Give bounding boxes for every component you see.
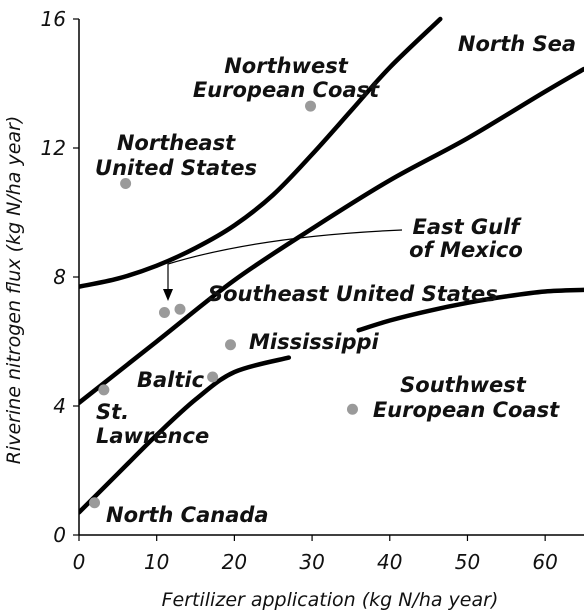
curve-layer — [79, 16, 584, 515]
label-east-gulf-line1: East Gulf — [413, 215, 523, 239]
label-southwest-line2: European Coast — [373, 398, 560, 422]
data-point — [174, 303, 186, 315]
label-st-lawrence-line2: Lawrence — [96, 424, 209, 448]
label-east-gulf-line2: of Mexico — [409, 238, 523, 262]
label-southeast-us: Southeast United States — [208, 282, 498, 306]
label-mississippi: Mississippi — [249, 330, 380, 354]
axes-layer: 0 10 20 30 40 50 60 0 4 8 12 16 — [41, 7, 584, 574]
data-point — [98, 384, 110, 396]
label-northeast-line1: Northeast — [117, 131, 236, 155]
label-layer: Northwest European Coast Northeast Unite… — [95, 32, 576, 527]
band-curve-3-segment-2 — [356, 287, 584, 333]
data-point — [346, 403, 358, 415]
label-northwest-line1: Northwest — [224, 54, 348, 78]
data-point — [89, 497, 101, 509]
label-baltic: Baltic — [137, 368, 205, 392]
data-point — [225, 339, 236, 351]
label-north-sea: North Sea — [458, 32, 576, 56]
label-north-canada: North Canada — [106, 503, 269, 527]
x-axis-title: Fertilizer application (kg N/ha year) — [162, 589, 499, 611]
data-point — [207, 371, 219, 383]
x-tick-label: 20 — [222, 550, 247, 574]
band-curve-2 — [79, 66, 584, 406]
gulf-arrow — [163, 229, 403, 301]
x-tick-label: 30 — [299, 550, 324, 574]
data-point — [120, 177, 132, 189]
x-tick-label: 10 — [144, 550, 169, 574]
x-tick-label: 50 — [455, 550, 480, 574]
data-point — [305, 100, 317, 112]
curve-group — [79, 16, 584, 515]
y-tick-label: 12 — [41, 136, 66, 160]
label-northeast-line2: United States — [95, 156, 257, 180]
point-layer — [89, 100, 358, 509]
gulf-arrow-head — [163, 289, 173, 301]
band-curve-3 — [79, 355, 292, 515]
y-axis-title: Riverine nitrogen flux (kg N/ha year) — [3, 116, 25, 465]
x-tick-label: 0 — [73, 550, 86, 574]
y-tick-label: 8 — [53, 265, 66, 289]
label-southwest-line1: Southwest — [400, 373, 527, 397]
label-northwest-line2: European Coast — [193, 78, 380, 102]
y-tick-label: 16 — [41, 7, 66, 31]
y-tick-label: 4 — [53, 394, 66, 418]
y-tick-label: 0 — [53, 523, 66, 547]
band-curve-1 — [79, 16, 443, 289]
label-st-lawrence-line1: St. — [96, 400, 129, 424]
x-tick-label: 40 — [377, 550, 402, 574]
gulf-arrow-line — [167, 229, 403, 296]
x-tick-label: 60 — [532, 550, 557, 574]
data-point — [158, 306, 170, 318]
